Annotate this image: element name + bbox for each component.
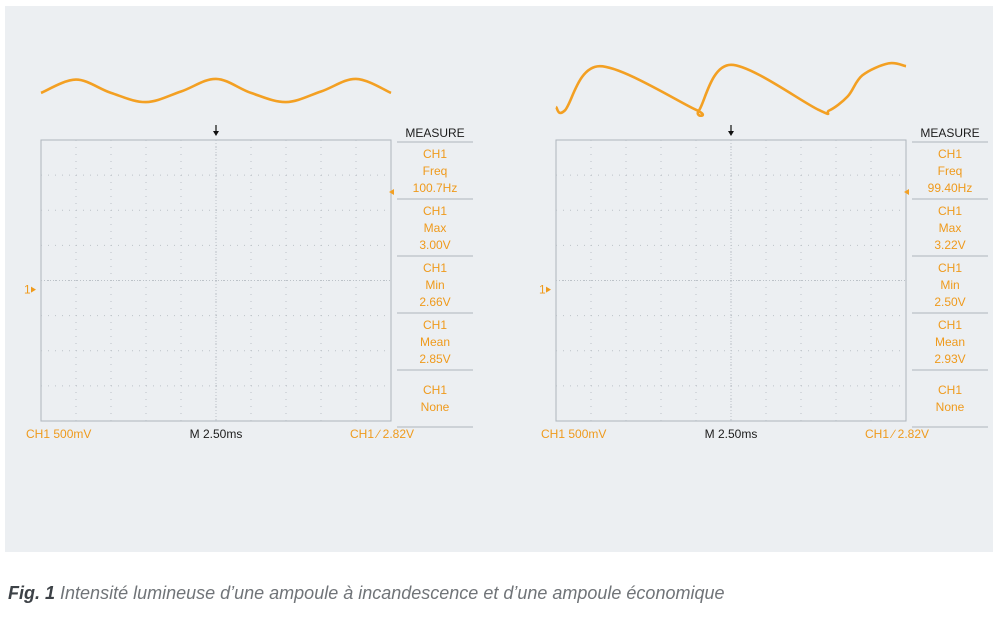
measure-value: CH1 bbox=[423, 383, 447, 397]
measure-value: Freq bbox=[423, 164, 448, 178]
measure-value: Max bbox=[424, 221, 447, 235]
trigger-level-label: CH1 ∕ 2.82V bbox=[865, 427, 929, 441]
measure-value: Min bbox=[940, 278, 959, 292]
caption-fig-label: Fig. 1 bbox=[8, 583, 56, 603]
trigger-level-label: CH1 ∕ 2.82V bbox=[350, 427, 414, 441]
measure-value: CH1 bbox=[423, 261, 447, 275]
trigger-position-icon bbox=[213, 131, 219, 136]
measure-value: None bbox=[936, 400, 965, 414]
measure-title: MEASURE bbox=[405, 126, 464, 140]
measure-value: 2.50V bbox=[934, 295, 965, 309]
ground-marker-label: 1 bbox=[24, 283, 31, 297]
measure-value: Max bbox=[939, 221, 962, 235]
waveform-trace bbox=[555, 61, 907, 118]
measure-value: 2.85V bbox=[419, 352, 450, 366]
trigger-position-icon bbox=[728, 131, 734, 136]
measure-value: None bbox=[421, 400, 450, 414]
measure-value: Min bbox=[425, 278, 444, 292]
scope-display: 1 MEASURE CH1 Freq 100.7Hz CH1 Max 3.00V CH1 Min 2… bbox=[24, 77, 473, 441]
measure-value: 3.22V bbox=[934, 238, 965, 252]
measure-value: CH1 bbox=[423, 204, 447, 218]
caption-text: Intensité lumineuse d’une ampoule à inca… bbox=[60, 583, 725, 603]
timebase-label: M 2.50ms bbox=[190, 427, 243, 441]
scope-display: 1 MEASURE CH1 Freq 99.40Hz CH1 Max 3.22V CH1 Min 2… bbox=[539, 61, 988, 441]
measure-value: Freq bbox=[938, 164, 963, 178]
trigger-level-icon bbox=[389, 189, 394, 195]
oscilloscope-left: 1 MEASURE CH1 Freq 100.7Hz CH1 Max 3.00V CH1 Min 2… bbox=[20, 77, 473, 453]
measure-value: CH1 bbox=[938, 261, 962, 275]
measure-value: Mean bbox=[935, 335, 965, 349]
measure-value: CH1 bbox=[938, 204, 962, 218]
measure-value: CH1 bbox=[423, 147, 447, 161]
measure-value: CH1 bbox=[938, 147, 962, 161]
figure-caption: Fig. 1 Intensité lumineuse d’une ampoule… bbox=[8, 583, 988, 604]
measure-value: Mean bbox=[420, 335, 450, 349]
measure-value: 2.66V bbox=[419, 295, 450, 309]
measure-title: MEASURE bbox=[920, 126, 979, 140]
measure-value: 100.7Hz bbox=[413, 181, 458, 195]
measure-value: CH1 bbox=[938, 318, 962, 332]
measure-value: 99.40Hz bbox=[928, 181, 973, 195]
trigger-level-icon bbox=[904, 189, 909, 195]
channel-scale-label: CH1 500mV bbox=[26, 427, 91, 441]
waveform-trace bbox=[40, 77, 392, 104]
measure-value: 2.93V bbox=[934, 352, 965, 366]
ground-marker-icon bbox=[546, 286, 551, 293]
channel-scale-label: CH1 500mV bbox=[541, 427, 606, 441]
figure-panel: 1 MEASURE CH1 Freq 100.7Hz CH1 Max 3.00V CH1 Min 2… bbox=[5, 6, 993, 552]
timebase-label: M 2.50ms bbox=[705, 427, 758, 441]
measure-value: 3.00V bbox=[419, 238, 450, 252]
ground-marker-icon bbox=[31, 286, 36, 293]
ground-marker-label: 1 bbox=[539, 283, 546, 297]
oscilloscope-right: 1 MEASURE CH1 Freq 99.40Hz CH1 Max 3.22V CH1 Min 2… bbox=[535, 61, 988, 453]
measure-value: CH1 bbox=[423, 318, 447, 332]
measure-value: CH1 bbox=[938, 383, 962, 397]
